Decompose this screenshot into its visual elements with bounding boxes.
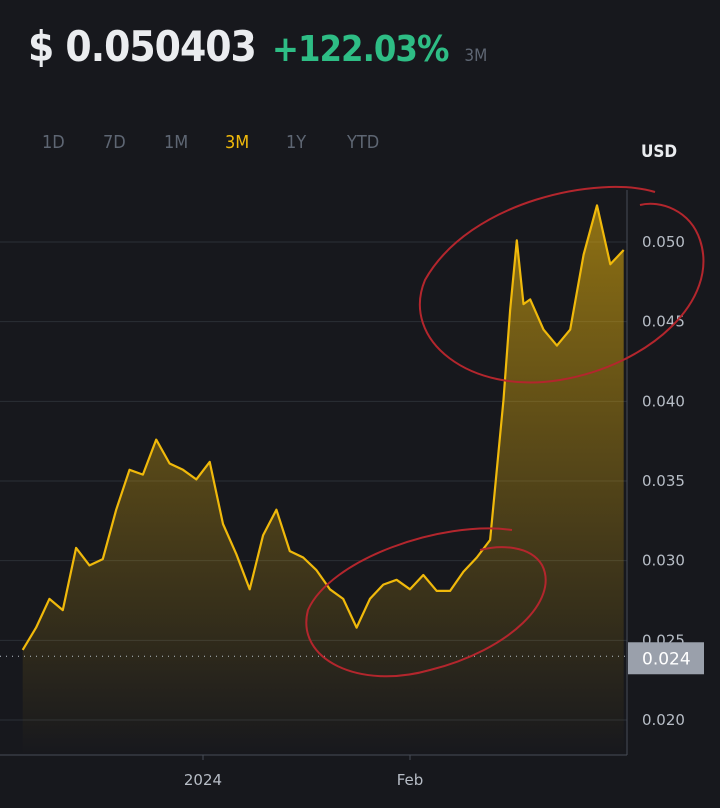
tab-ytd[interactable]: YTD (347, 132, 380, 153)
y-tick-label: 0.030 (642, 552, 685, 570)
tab-1y[interactable]: 1Y (286, 132, 307, 153)
price-area (22, 205, 624, 755)
reference-value-label: 0.024 (642, 649, 691, 669)
y-tick-label: 0.045 (642, 313, 685, 331)
price-line (21, 204, 625, 651)
x-tick-label: Feb (397, 771, 424, 789)
timeframe-tabs: 1D 7D 1M 3M 1Y YTD (42, 132, 408, 153)
y-tick-label: 0.050 (642, 233, 685, 251)
annotation-ellipse-bottom (305, 527, 547, 678)
hand-drawn-annotations (305, 185, 705, 678)
currency-label: USD (641, 142, 678, 162)
y-tick-label: 0.020 (642, 711, 685, 729)
change-period: 3M (464, 46, 488, 66)
x-tick-label: 2024 (184, 771, 222, 789)
tab-3m[interactable]: 3M (225, 132, 250, 153)
price-change: +122.03% (271, 29, 450, 70)
annotation-ellipse-top (418, 185, 705, 384)
y-tick-label: 0.040 (642, 392, 685, 410)
price-header: $ 0.050403 +122.03% 3M (28, 22, 487, 71)
tab-1d[interactable]: 1D (42, 132, 65, 153)
reference-value-badge (628, 642, 704, 675)
tab-1m[interactable]: 1M (164, 132, 189, 153)
y-tick-label: 0.035 (642, 472, 685, 490)
current-price: $ 0.050403 (28, 22, 257, 71)
tab-7d[interactable]: 7D (103, 132, 126, 153)
